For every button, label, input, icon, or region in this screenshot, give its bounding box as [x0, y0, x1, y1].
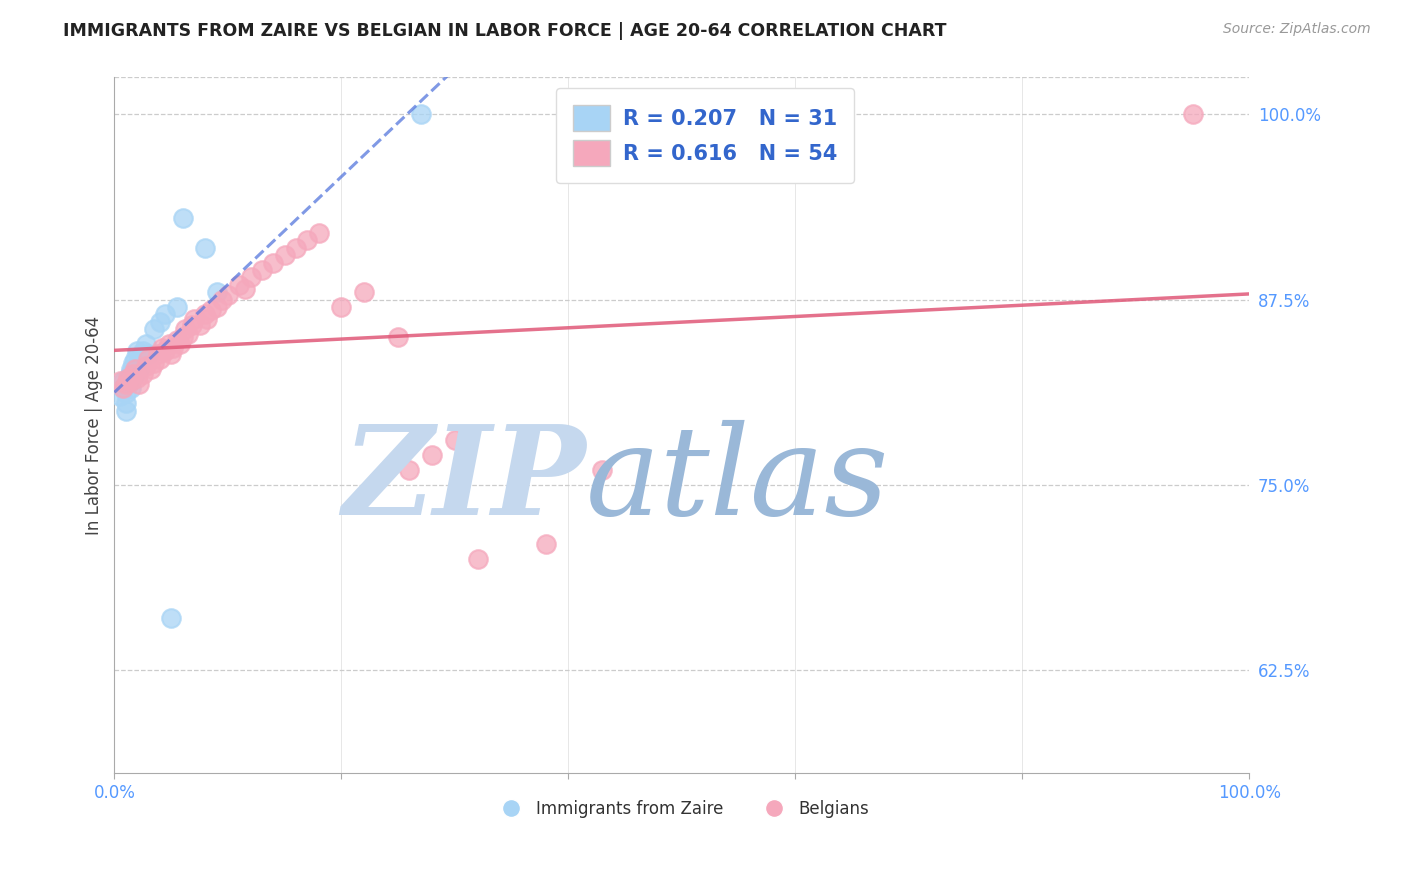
Point	[150, 342, 173, 356]
Point	[128, 376, 150, 391]
Point	[398, 463, 420, 477]
Point	[135, 337, 157, 351]
Point	[228, 277, 250, 292]
Point	[121, 356, 143, 370]
Point	[120, 367, 142, 381]
Point	[127, 359, 149, 374]
Point	[177, 326, 200, 341]
Point	[172, 329, 194, 343]
Point	[124, 367, 146, 381]
Point	[173, 322, 195, 336]
Point	[534, 537, 557, 551]
Point	[143, 356, 166, 370]
Point	[194, 307, 217, 321]
Point	[127, 344, 149, 359]
Text: atlas: atlas	[585, 420, 889, 542]
Point	[162, 342, 184, 356]
Point	[273, 248, 295, 262]
Point	[353, 285, 375, 300]
Point	[155, 307, 177, 321]
Point	[117, 376, 139, 391]
Point	[117, 371, 139, 385]
Point	[120, 362, 142, 376]
Point	[591, 463, 613, 477]
Point	[146, 347, 169, 361]
Legend: Immigrants from Zaire, Belgians: Immigrants from Zaire, Belgians	[488, 793, 876, 824]
Point	[194, 241, 217, 255]
Y-axis label: In Labor Force | Age 20-64: In Labor Force | Age 20-64	[86, 316, 103, 535]
Point	[128, 362, 150, 376]
Point	[124, 362, 146, 376]
Point	[387, 329, 409, 343]
Point	[200, 302, 222, 317]
Point	[197, 311, 219, 326]
Point	[120, 374, 142, 388]
Point	[160, 347, 183, 361]
Point	[233, 282, 256, 296]
Point	[180, 318, 202, 332]
Point	[183, 311, 205, 326]
Point	[409, 107, 432, 121]
Point	[467, 551, 489, 566]
Point	[420, 448, 443, 462]
Point	[166, 300, 188, 314]
Point	[205, 300, 228, 314]
Point	[114, 403, 136, 417]
Point	[444, 434, 467, 448]
Point	[205, 285, 228, 300]
Point	[149, 351, 172, 366]
Point	[132, 367, 155, 381]
Point	[108, 374, 131, 388]
Point	[121, 367, 143, 381]
Point	[112, 374, 135, 388]
Point	[169, 337, 191, 351]
Point	[124, 351, 146, 366]
Point	[143, 322, 166, 336]
Point	[138, 347, 160, 361]
Point	[112, 381, 135, 395]
Point	[155, 344, 177, 359]
Point	[217, 288, 239, 302]
Point	[128, 351, 150, 366]
Point	[160, 611, 183, 625]
Point	[120, 374, 142, 388]
Point	[1181, 107, 1204, 121]
Point	[149, 315, 172, 329]
Point	[297, 233, 319, 247]
Point	[188, 318, 211, 332]
Point	[127, 371, 149, 385]
Point	[239, 270, 262, 285]
Point	[330, 300, 353, 314]
Text: IMMIGRANTS FROM ZAIRE VS BELGIAN IN LABOR FORCE | AGE 20-64 CORRELATION CHART: IMMIGRANTS FROM ZAIRE VS BELGIAN IN LABO…	[63, 22, 946, 40]
Point	[211, 293, 233, 307]
Point	[108, 389, 131, 403]
Point	[166, 333, 188, 347]
Point	[132, 344, 155, 359]
Point	[117, 371, 139, 385]
Point	[135, 359, 157, 374]
Point	[112, 381, 135, 395]
Point	[138, 351, 160, 366]
Point	[120, 381, 142, 395]
Text: ZIP: ZIP	[342, 420, 585, 541]
Point	[114, 396, 136, 410]
Point	[139, 362, 162, 376]
Point	[285, 241, 308, 255]
Point	[262, 255, 284, 269]
Point	[172, 211, 194, 226]
Point	[157, 337, 180, 351]
Point	[250, 263, 273, 277]
Point	[114, 385, 136, 400]
Point	[114, 376, 136, 391]
Text: Source: ZipAtlas.com: Source: ZipAtlas.com	[1223, 22, 1371, 37]
Point	[308, 226, 330, 240]
